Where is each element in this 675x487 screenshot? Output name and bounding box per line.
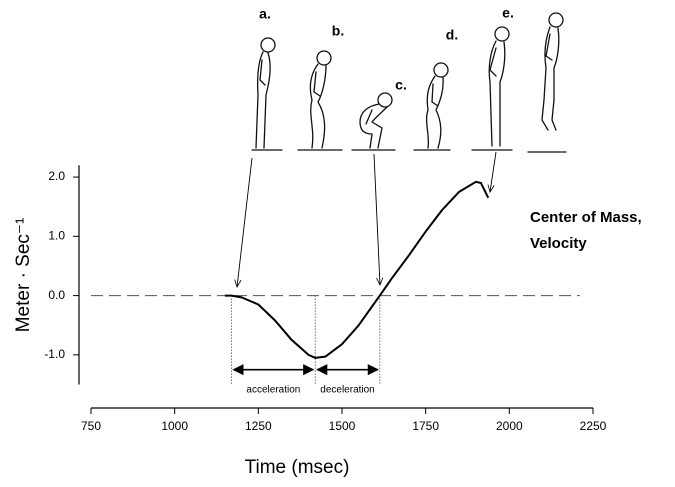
figure-a xyxy=(251,37,283,151)
figure-label: c. xyxy=(395,77,407,93)
phase-label: acceleration xyxy=(246,384,300,395)
arrow-a xyxy=(237,157,253,287)
x-tick-label: 1000 xyxy=(161,419,188,433)
figure-c xyxy=(351,92,396,151)
x-tick-label: 1750 xyxy=(412,419,439,433)
figure-label: e. xyxy=(502,5,514,21)
y-tick-label: 1.0 xyxy=(48,228,65,242)
velocity-line xyxy=(224,180,490,359)
y-tick-label: 2.0 xyxy=(48,169,65,183)
curve-label: Center of Mass, xyxy=(530,209,642,226)
x-tick-label: 2000 xyxy=(496,419,523,433)
y-axis-label: Meter · Sec⁻¹ xyxy=(13,218,34,333)
figure-e xyxy=(471,26,513,151)
figure-b xyxy=(297,50,343,151)
y-tick-label: 0.0 xyxy=(48,288,65,302)
arrow-e xyxy=(490,151,497,192)
figure-label: b. xyxy=(332,23,344,39)
curve-label: Velocity xyxy=(530,235,587,252)
x-tick-label: 1250 xyxy=(245,419,272,433)
figure-label: d. xyxy=(446,27,458,43)
arrow-c xyxy=(373,153,380,285)
figure-airborne xyxy=(527,12,567,153)
x-tick-label: 2250 xyxy=(580,419,607,433)
y-tick-label: -1.0 xyxy=(44,347,65,361)
x-tick-label: 1500 xyxy=(329,419,356,433)
x-tick-label: 750 xyxy=(81,419,101,433)
figure-d xyxy=(413,62,451,151)
phase-label: deceleration xyxy=(320,384,374,395)
figure-label: a. xyxy=(259,6,271,22)
x-axis-label: Time (msec) xyxy=(245,457,350,478)
jump-figures xyxy=(237,12,567,287)
